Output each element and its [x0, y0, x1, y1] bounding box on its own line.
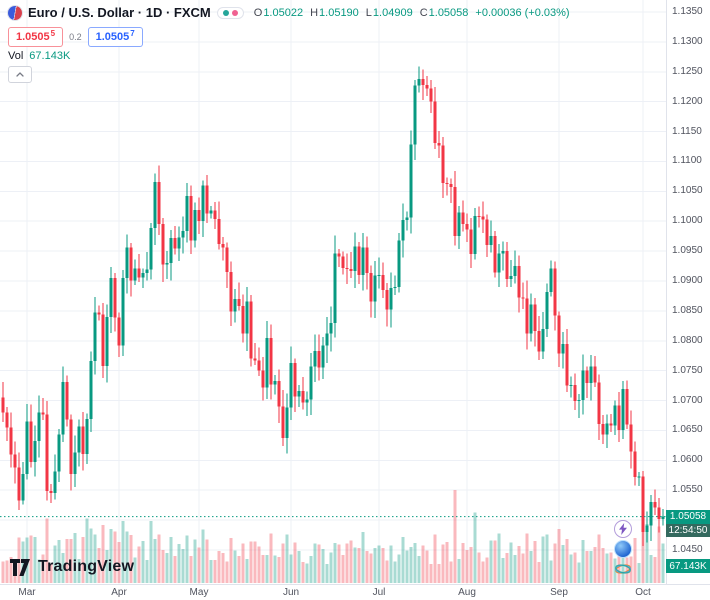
layers-icon: [614, 564, 632, 574]
layers-button[interactable]: [614, 560, 632, 578]
price-tick-label: 1.1200: [672, 95, 703, 107]
price-tick-label: 1.0600: [672, 454, 703, 466]
price-tick-label: 1.1100: [672, 155, 702, 167]
tradingview-logo-text: TradingView: [38, 558, 135, 575]
lightning-icon: [619, 523, 627, 535]
close-label: C: [419, 6, 428, 19]
high-label: H: [310, 6, 319, 19]
ohlc-values: O 1.05022 H 1.05190 L 1.04909 C 1.05058 +0.0…: [254, 7, 570, 19]
buy-price: 1.0505: [95, 31, 130, 43]
price-axis[interactable]: 1.04501.05001.05501.06001.06501.07001.07…: [666, 0, 710, 584]
lightning-button[interactable]: [614, 520, 632, 538]
sell-button[interactable]: 1.0505 5: [8, 27, 64, 47]
volume-indicator-legend[interactable]: Vol 67.143K: [8, 50, 70, 62]
sell-dot-icon: [231, 9, 238, 16]
symbol-title[interactable]: Euro / U.S. Dollar · 1D · FXCM: [28, 5, 211, 20]
chevron-up-icon: [16, 72, 24, 77]
trade-buttons: 1.0505 5 0.2 1.0505 7: [8, 27, 143, 47]
buy-price-sup: 7: [130, 29, 135, 38]
time-tick-label: Jun: [282, 587, 300, 598]
grid: [0, 0, 666, 584]
price-tick-label: 1.0450: [672, 544, 703, 555]
low-label: L: [365, 6, 372, 19]
time-tick-label: Jul: [372, 587, 386, 598]
time-tick-label: Aug: [458, 587, 476, 598]
sell-price: 1.0505: [16, 31, 50, 43]
collapse-legend-button[interactable]: [8, 66, 32, 83]
time-tick-label: Sep: [550, 587, 568, 598]
time-tick-label: May: [189, 587, 209, 598]
price-tick-label: 1.0750: [672, 364, 703, 376]
volume-indicator-value: 67.143K: [29, 50, 71, 62]
symbol-legend[interactable]: Euro / U.S. Dollar · 1D · FXCM O 1.05022 …: [8, 5, 570, 20]
price-tick-label: 1.1000: [672, 215, 703, 227]
sell-price-sup: 5: [50, 29, 56, 38]
bar-countdown-label: 12:54:50: [666, 523, 710, 537]
close-value: 1.05058: [428, 6, 469, 19]
volume-axis-label: 67.143K: [666, 559, 710, 573]
time-tick-label: Oct: [635, 587, 651, 598]
open-value: 1.05022: [263, 6, 304, 19]
price-tick-label: 1.0700: [672, 394, 703, 406]
tradingview-logo[interactable]: TradingView: [10, 558, 134, 576]
price-tick-label: 1.0850: [672, 304, 703, 316]
current-price-label: 1.05058: [666, 509, 710, 524]
floating-buttons: [614, 520, 632, 578]
tradingview-mark-icon: [10, 558, 30, 576]
volume-indicator-label: Vol: [8, 50, 24, 62]
price-tick-label: 1.0900: [672, 275, 703, 286]
buy-button[interactable]: 1.0505 7: [87, 27, 143, 47]
open-label: O: [253, 6, 263, 19]
low-value: 1.04909: [372, 6, 413, 19]
price-tick-label: 1.1150: [672, 125, 702, 137]
price-tick-label: 1.0950: [672, 245, 703, 257]
change-value: +0.00036 (+0.03%): [475, 6, 570, 19]
time-tick-label: Apr: [111, 587, 127, 598]
price-tick-label: 1.0550: [672, 484, 703, 496]
price-tick-label: 1.0650: [672, 424, 703, 436]
price-tick-label: 1.1350: [672, 6, 703, 17]
price-tick-label: 1.1250: [672, 65, 703, 77]
symbol-pair-icon: [8, 5, 22, 20]
spread-value: 0.2: [69, 32, 82, 42]
price-tick-label: 1.0800: [672, 334, 703, 346]
buy-dot-icon: [222, 9, 229, 16]
candles: [1, 66, 665, 546]
high-value: 1.05190: [319, 6, 359, 19]
time-axis[interactable]: Mar Apr May Jun Jul Aug Sep Oct: [0, 584, 710, 600]
blue-orb-button[interactable]: [614, 540, 632, 558]
legend-toggle-pill[interactable]: [216, 6, 244, 19]
price-tick-label: 1.1300: [672, 35, 703, 47]
price-tick-label: 1.1050: [672, 185, 703, 197]
time-tick-label: Mar: [18, 587, 36, 598]
